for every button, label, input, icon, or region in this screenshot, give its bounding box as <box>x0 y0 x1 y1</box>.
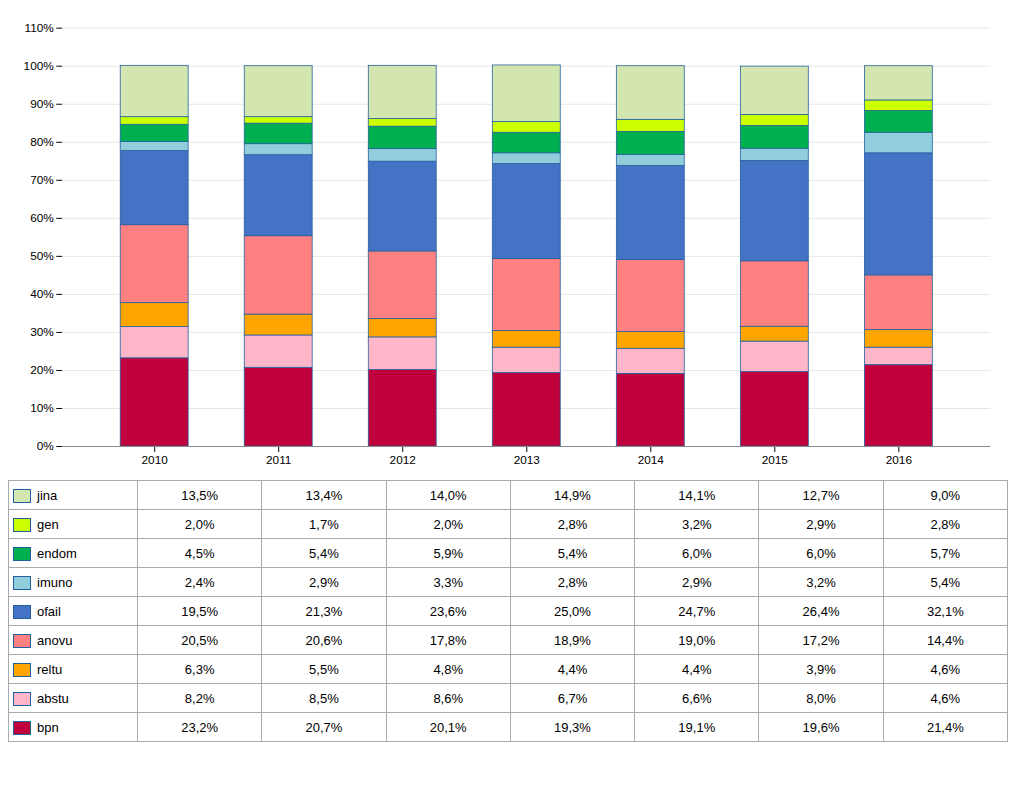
html-text:2,4%: 2,4% <box>184 575 215 590</box>
html-text:2,9%: 2,9% <box>309 575 339 590</box>
html-text:19,3%: 19,3% <box>554 720 591 735</box>
html-text:reltu: reltu <box>37 661 63 677</box>
svg-text:2016: 2016 <box>886 453 913 467</box>
html-text:26,4%: 26,4% <box>802 604 840 619</box>
html-text:19,1%: 19,1% <box>678 720 716 735</box>
html-text:13,4%: 13,4% <box>305 488 343 503</box>
html-text:2,8%: 2,8% <box>557 575 588 590</box>
html-text:anovu: anovu <box>37 632 73 648</box>
html-text:8,5%: 8,5% <box>309 691 339 706</box>
html-text:8,2%: 8,2% <box>184 691 215 706</box>
html-text:5,4%: 5,4% <box>309 546 339 561</box>
svg-text:70%: 70% <box>30 173 54 187</box>
html-text:14,1%: 14,1% <box>678 488 716 503</box>
html-text:bpn: bpn <box>37 719 59 735</box>
html-text:19,0%: 19,0% <box>678 633 716 648</box>
html-text:endom: endom <box>37 545 77 561</box>
html-text:8,6%: 8,6% <box>433 691 463 706</box>
html-text:4,4%: 4,4% <box>557 662 588 677</box>
svg-text:100%: 100% <box>24 59 55 73</box>
svg-text:20%: 20% <box>30 363 54 377</box>
html-text:3,2%: 3,2% <box>806 575 836 590</box>
html-text:2,0%: 2,0% <box>184 517 215 532</box>
svg-text:90%: 90% <box>30 97 54 111</box>
html-text:20,1%: 20,1% <box>429 720 467 735</box>
html-text:21,4%: 21,4% <box>926 720 964 735</box>
svg-text:2010: 2010 <box>142 453 169 467</box>
svg-text:2011: 2011 <box>266 453 291 467</box>
html-text:32,1%: 32,1% <box>926 604 964 619</box>
html-text:5,7%: 5,7% <box>930 546 961 561</box>
html-text:19,6%: 19,6% <box>802 720 840 735</box>
html-text:2,9%: 2,9% <box>681 575 712 590</box>
svg-text:110%: 110% <box>24 21 54 35</box>
svg-text:2012: 2012 <box>390 453 416 467</box>
html-text:6,0%: 6,0% <box>806 546 836 561</box>
html-text:4,4%: 4,4% <box>681 662 712 677</box>
html-text:14,0%: 14,0% <box>429 488 467 503</box>
html-text:13,5%: 13,5% <box>181 488 219 503</box>
html-text:imuno: imuno <box>37 574 73 590</box>
html-text:21,3%: 21,3% <box>305 604 343 619</box>
html-text:6,0%: 6,0% <box>681 546 712 561</box>
html-text:5,4%: 5,4% <box>557 546 588 561</box>
html-text:20,5%: 20,5% <box>181 633 219 648</box>
svg-text:2013: 2013 <box>514 453 541 467</box>
html-text:18,9%: 18,9% <box>554 633 591 648</box>
svg-text:40%: 40% <box>30 287 54 301</box>
html-text:jina: jina <box>37 487 58 503</box>
html-text:3,9%: 3,9% <box>806 662 836 677</box>
html-text:gen: gen <box>37 516 59 532</box>
html-text:24,7%: 24,7% <box>678 604 716 619</box>
html-text:2,8%: 2,8% <box>930 517 961 532</box>
html-text:5,4%: 5,4% <box>930 575 961 590</box>
html-text:23,2%: 23,2% <box>181 720 219 735</box>
html-text:19,5%: 19,5% <box>181 604 219 619</box>
html-text:1,7%: 1,7% <box>309 517 339 532</box>
html-text:3,3%: 3,3% <box>433 575 463 590</box>
html-text:17,8%: 17,8% <box>429 633 467 648</box>
svg-text:50%: 50% <box>30 249 54 263</box>
html-text:14,9%: 14,9% <box>554 488 591 503</box>
html-text:6,7%: 6,7% <box>557 691 588 706</box>
svg-text:0%: 0% <box>37 439 55 453</box>
html-text:6,3%: 6,3% <box>184 662 215 677</box>
html-text:20,7%: 20,7% <box>305 720 343 735</box>
html-text:17,2%: 17,2% <box>802 633 840 648</box>
html-text:9,0%: 9,0% <box>930 488 961 503</box>
html-text:6,6%: 6,6% <box>681 691 712 706</box>
html-text:4,6%: 4,6% <box>930 662 961 677</box>
html-text:5,5%: 5,5% <box>309 662 339 677</box>
html-text:12,7%: 12,7% <box>802 488 840 503</box>
svg-text:80%: 80% <box>30 135 54 149</box>
html-text:5,9%: 5,9% <box>433 546 463 561</box>
html-text:4,8%: 4,8% <box>433 662 463 677</box>
html-text:4,5%: 4,5% <box>184 546 215 561</box>
html-text:2,8%: 2,8% <box>557 517 588 532</box>
html-text:4,6%: 4,6% <box>930 691 961 706</box>
html-text:3,2%: 3,2% <box>681 517 712 532</box>
html-text:ofail: ofail <box>37 603 61 619</box>
html-text:20,6%: 20,6% <box>305 633 343 648</box>
svg-text:30%: 30% <box>30 325 54 339</box>
html-text:8,0%: 8,0% <box>806 691 836 706</box>
html-text:abstu: abstu <box>37 690 69 706</box>
html-text:2,0%: 2,0% <box>433 517 463 532</box>
html-text:2,9%: 2,9% <box>806 517 836 532</box>
svg-text:2014: 2014 <box>638 453 665 467</box>
html-text:25,0%: 25,0% <box>554 604 591 619</box>
html-text:14,4%: 14,4% <box>926 633 964 648</box>
svg-text:60%: 60% <box>30 211 54 225</box>
html-text:23,6%: 23,6% <box>429 604 467 619</box>
svg-text:10%: 10% <box>30 401 54 415</box>
svg-text:2015: 2015 <box>762 453 789 467</box>
